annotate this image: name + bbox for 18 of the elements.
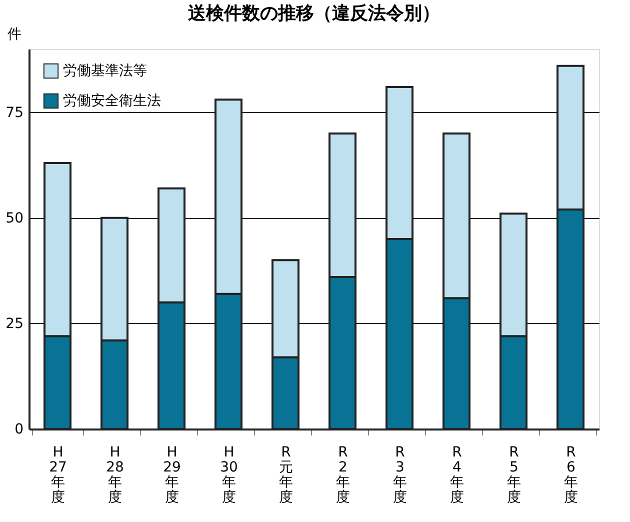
chart-title: 送検件数の推移（違反法令別） (187, 3, 440, 24)
x-tick-label: H29年度 (163, 444, 181, 506)
x-tick-label: H28年度 (106, 444, 124, 506)
x-tick-label: R元年度 (279, 444, 293, 506)
y-tick-label: 0 (14, 422, 24, 438)
y-axis-title: 件 (8, 26, 22, 42)
legend-label: 労働基準法等 (63, 63, 147, 79)
x-tick-label: R6年度 (564, 444, 578, 506)
x-tick-label: R4年度 (450, 444, 464, 506)
y-tick-label: 75 (6, 104, 24, 121)
x-tick-label: H27年度 (49, 444, 67, 506)
x-tick-label: R3年度 (393, 444, 407, 506)
x-tick-label: R5年度 (507, 444, 521, 506)
y-tick-label: 25 (6, 316, 24, 332)
x-tick-label: R2年度 (336, 444, 350, 506)
y-tick-label: 50 (6, 210, 24, 226)
x-tick-label: H30年度 (220, 444, 238, 506)
legend-label: 労働安全衛生法 (63, 93, 161, 109)
